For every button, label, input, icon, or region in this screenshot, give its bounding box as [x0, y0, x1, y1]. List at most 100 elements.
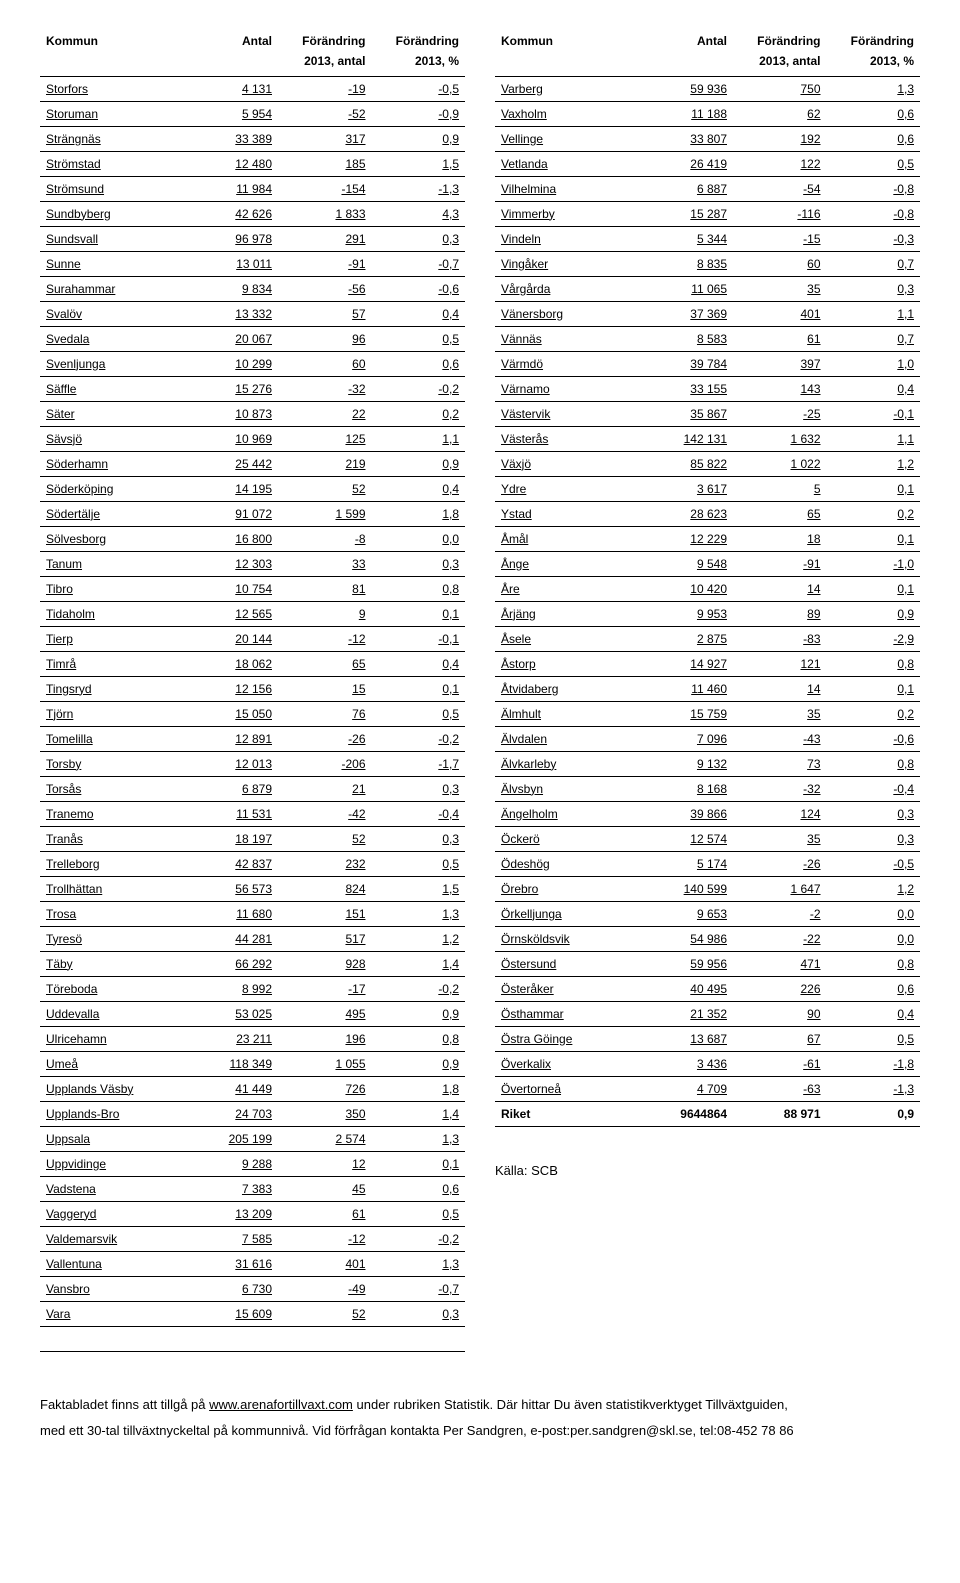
table-row: Örnsköldsvik54 986-220,0: [495, 926, 920, 951]
cell-kommun: Årjäng: [495, 601, 640, 626]
cell-change-pct: 0,3: [372, 1301, 466, 1326]
cell-antal: 85 822: [640, 451, 734, 476]
table-row: Sundbyberg42 6261 8334,3: [40, 201, 465, 226]
cell-change-pct: 0,6: [827, 976, 921, 1001]
cell-change-abs: -63: [733, 1076, 827, 1101]
cell-kommun: Österåker: [495, 976, 640, 1001]
cell-kommun: Älvkarleby: [495, 751, 640, 776]
table-row: Överkalix3 436-61-1,8: [495, 1051, 920, 1076]
cell-antal: 5 954: [185, 101, 279, 126]
cell-change-abs: 143: [733, 376, 827, 401]
cell-kommun: Tibro: [40, 576, 185, 601]
cell-change-abs: 45: [278, 1176, 372, 1201]
cell-kommun: Trelleborg: [40, 851, 185, 876]
cell-change-pct: -0,6: [372, 276, 466, 301]
cell-change-pct: -0,2: [372, 1226, 466, 1251]
cell-antal: 44 281: [185, 926, 279, 951]
footer-link[interactable]: www.arenafortillvaxt.com: [209, 1397, 353, 1412]
cell-change-pct: 0,5: [372, 1201, 466, 1226]
table-row: Vellinge33 8071920,6: [495, 126, 920, 151]
cell-change-abs: 1 833: [278, 201, 372, 226]
cell-change-pct: -2,9: [827, 626, 921, 651]
table-row: Varberg59 9367501,3: [495, 76, 920, 101]
cell-change-abs: -206: [278, 751, 372, 776]
cell-change-pct: 0,1: [827, 526, 921, 551]
cell-change-pct: 1,1: [372, 426, 466, 451]
cell-kommun: Älmhult: [495, 701, 640, 726]
cell-antal: 8 168: [640, 776, 734, 801]
cell-kommun: Strängnäs: [40, 126, 185, 151]
cell-kommun: Vallentuna: [40, 1251, 185, 1276]
cell-antal: 10 969: [185, 426, 279, 451]
cell-change-abs: 824: [278, 876, 372, 901]
cell-kommun: Vara: [40, 1301, 185, 1326]
cell-change-pct: -0,4: [827, 776, 921, 801]
cell-change-abs: 14: [733, 576, 827, 601]
table-row: Säter10 873220,2: [40, 401, 465, 426]
cell-change-abs: 65: [733, 501, 827, 526]
table-row: Torsby12 013-206-1,7: [40, 751, 465, 776]
cell-change-pct: 0,0: [827, 901, 921, 926]
cell-change-pct: 0,6: [372, 1176, 466, 1201]
cell-change-abs: 12: [278, 1151, 372, 1176]
col-antal: Antal: [640, 30, 734, 76]
cell-kommun: Upplands-Bro: [40, 1101, 185, 1126]
table-row: Strängnäs33 3893170,9: [40, 126, 465, 151]
table-row: Ängelholm39 8661240,3: [495, 801, 920, 826]
cell-kommun: Torsås: [40, 776, 185, 801]
cell-change-abs: 57: [278, 301, 372, 326]
cell-change-pct: -0,1: [827, 401, 921, 426]
cell-change-pct: -0,7: [372, 1276, 466, 1301]
cell-change-pct: 0,3: [372, 826, 466, 851]
table-row: Vimmerby15 287-116-0,8: [495, 201, 920, 226]
cell-kommun: Tidaholm: [40, 601, 185, 626]
cell-change-pct: 0,1: [827, 476, 921, 501]
table-row: Sunne13 011-91-0,7: [40, 251, 465, 276]
table-row: Tanum12 303330,3: [40, 551, 465, 576]
cell-kommun: Vilhelmina: [495, 176, 640, 201]
cell-change-abs: 65: [278, 651, 372, 676]
cell-kommun: Täby: [40, 951, 185, 976]
cell-change-pct: 0,3: [827, 826, 921, 851]
cell-change-abs: -61: [733, 1051, 827, 1076]
cell-antal: 3 436: [640, 1051, 734, 1076]
cell-kommun: Uddevalla: [40, 1001, 185, 1026]
cell-change-pct: 0,4: [372, 301, 466, 326]
cell-change-abs: 232: [278, 851, 372, 876]
table-row: Vindeln5 344-15-0,3: [495, 226, 920, 251]
table-row: Västerås142 1311 6321,1: [495, 426, 920, 451]
cell-change-pct: 0,9: [372, 126, 466, 151]
cell-antal: 11 460: [640, 676, 734, 701]
table-row: Ånge9 548-91-1,0: [495, 551, 920, 576]
table-row: Uppvidinge9 288120,1: [40, 1151, 465, 1176]
cell-antal: 11 680: [185, 901, 279, 926]
cell-antal: 18 197: [185, 826, 279, 851]
table-row: Trosa11 6801511,3: [40, 901, 465, 926]
cell-kommun: Överkalix: [495, 1051, 640, 1076]
cell-change-pct: 0,5: [372, 326, 466, 351]
cell-change-abs: 1 599: [278, 501, 372, 526]
cell-kommun: Trosa: [40, 901, 185, 926]
cell-kommun: Vännäs: [495, 326, 640, 351]
cell-antal: 9 132: [640, 751, 734, 776]
table-row-empty: [40, 1326, 465, 1351]
cell-change-abs: 9: [278, 601, 372, 626]
cell-antal: 13 332: [185, 301, 279, 326]
table-row: Valdemarsvik7 585-12-0,2: [40, 1226, 465, 1251]
cell-change-pct: 0,8: [827, 651, 921, 676]
table-row: Värnamo33 1551430,4: [495, 376, 920, 401]
cell-antal: 33 389: [185, 126, 279, 151]
cell-change-pct: -1,0: [827, 551, 921, 576]
cell-kommun: Åsele: [495, 626, 640, 651]
table-row: Östra Göinge13 687670,5: [495, 1026, 920, 1051]
cell-change-abs: 1 632: [733, 426, 827, 451]
cell-change-abs: -8: [278, 526, 372, 551]
right-table-body: Varberg59 9367501,3Vaxholm11 188620,6Vel…: [495, 76, 920, 1126]
cell-antal: 2 875: [640, 626, 734, 651]
table-row: Sävsjö10 9691251,1: [40, 426, 465, 451]
table-row: Vänersborg37 3694011,1: [495, 301, 920, 326]
cell-antal: 7 383: [185, 1176, 279, 1201]
cell-antal: 10 299: [185, 351, 279, 376]
table-row: Strömstad12 4801851,5: [40, 151, 465, 176]
cell-antal: 9 548: [640, 551, 734, 576]
